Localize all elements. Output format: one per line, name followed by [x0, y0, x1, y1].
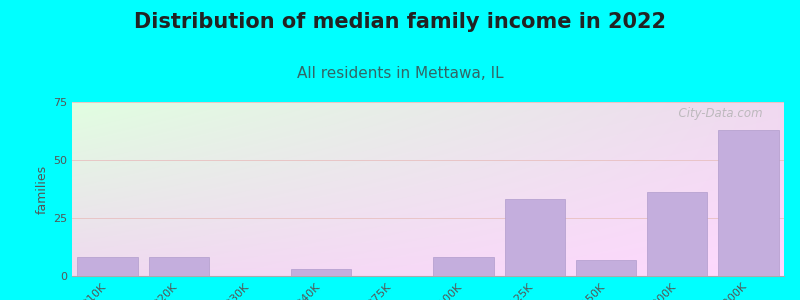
Bar	[78, 257, 138, 276]
Bar	[576, 260, 636, 276]
Bar	[505, 200, 565, 276]
Bar	[647, 193, 707, 276]
Text: City-Data.com: City-Data.com	[671, 107, 762, 120]
Bar	[149, 257, 209, 276]
Bar	[718, 130, 778, 276]
Text: All residents in Mettawa, IL: All residents in Mettawa, IL	[297, 66, 503, 81]
Bar	[434, 257, 494, 276]
Text: Distribution of median family income in 2022: Distribution of median family income in …	[134, 12, 666, 32]
Y-axis label: families: families	[36, 164, 49, 214]
Bar	[291, 269, 351, 276]
